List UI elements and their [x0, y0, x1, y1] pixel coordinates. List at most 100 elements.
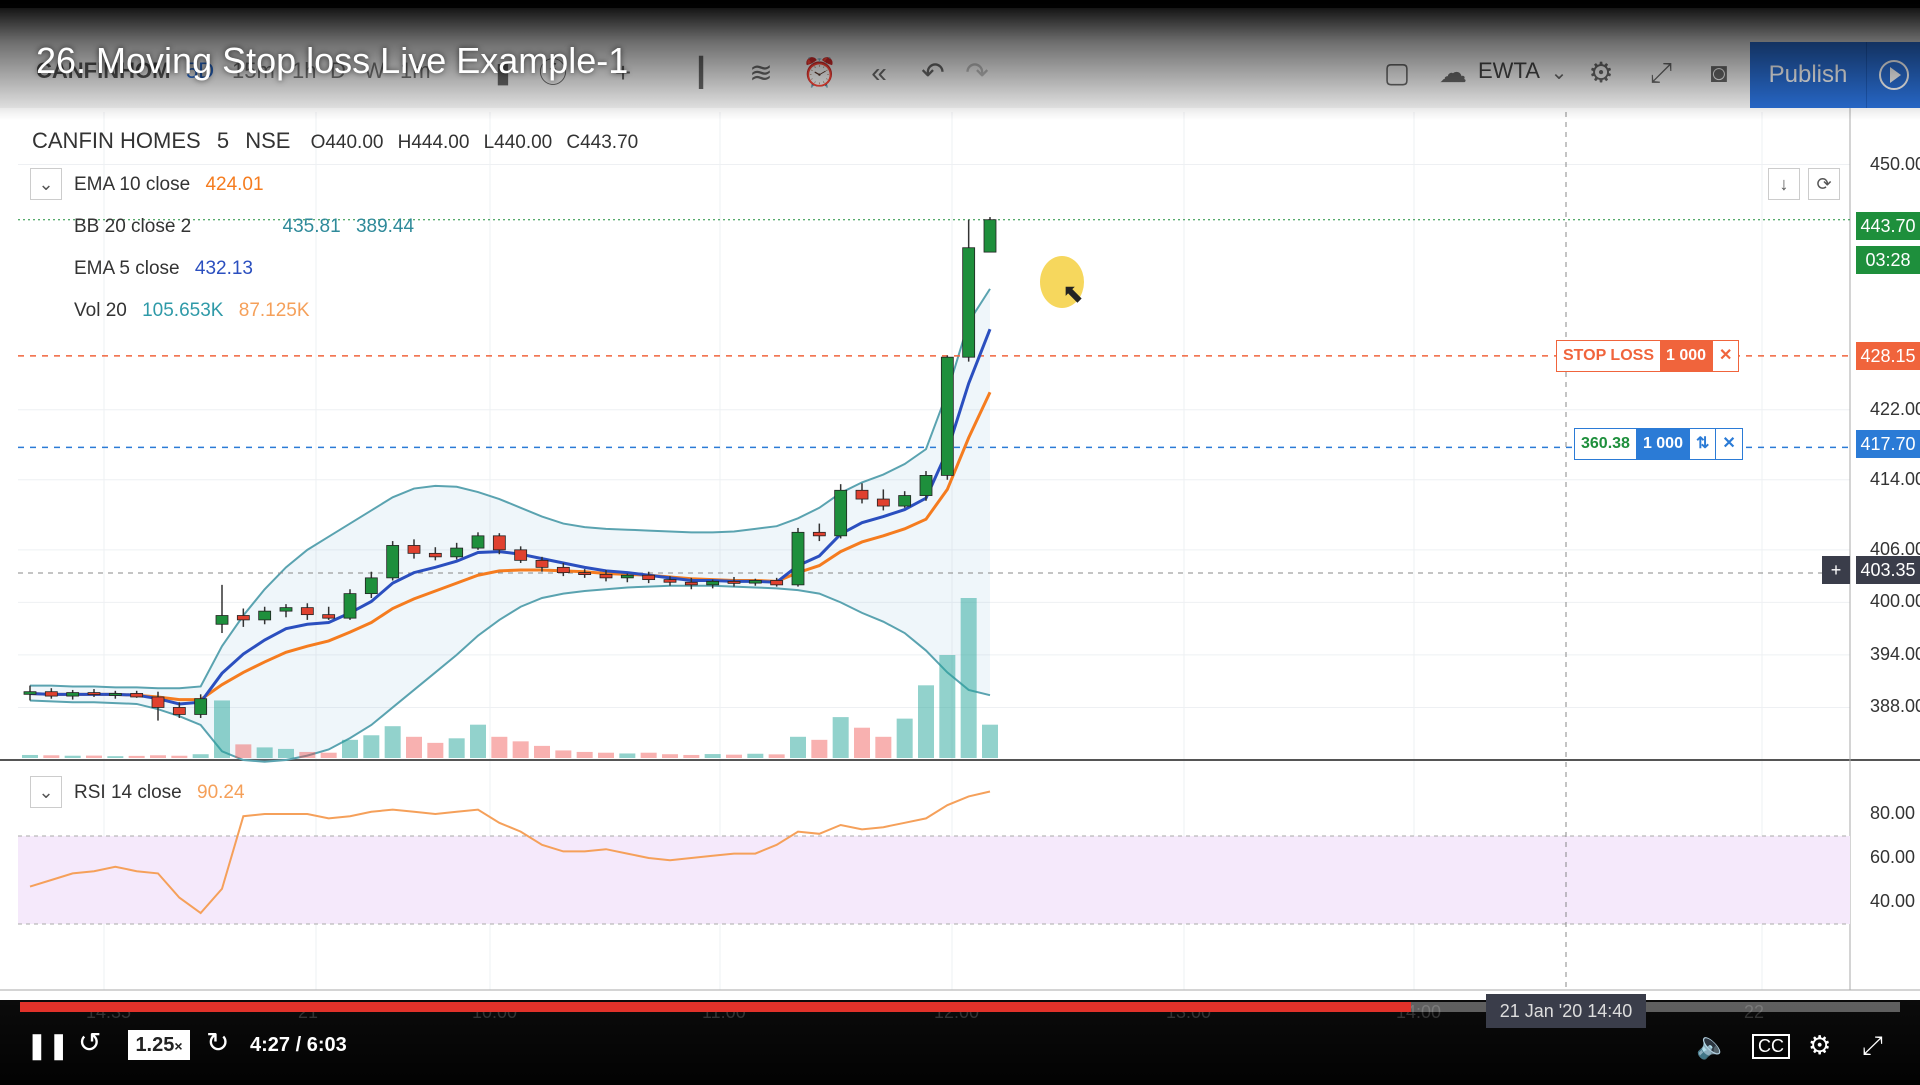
forward-icon[interactable]: ↻	[206, 1027, 230, 1058]
candle-body	[66, 692, 80, 697]
volume-bar	[811, 739, 828, 758]
stop-loss-qty: 1 000	[1660, 341, 1713, 371]
candle-body	[642, 574, 656, 581]
mouse-pointer-icon: ⬉	[1062, 278, 1084, 308]
collapse-legend-button[interactable]: ⌄	[30, 168, 62, 200]
volume-bar	[470, 724, 486, 758]
candle-body	[343, 593, 357, 619]
play-icon[interactable]	[1866, 42, 1920, 108]
progress-bar[interactable]	[20, 1002, 1900, 1012]
candle-body	[322, 614, 336, 619]
redo-icon[interactable]: ↷	[965, 57, 989, 88]
candle-body	[556, 566, 570, 574]
volume-bar	[86, 755, 102, 758]
rsi-tick-label: 40.00	[1870, 891, 1916, 911]
settings-icon[interactable]: ⚙	[1808, 1030, 1832, 1060]
candle-body	[471, 535, 485, 549]
rewind-icon[interactable]: ↺	[78, 1027, 102, 1058]
bb-upper-line	[30, 288, 991, 690]
bb-lower-line	[29, 584, 991, 763]
volume-bar	[982, 724, 998, 758]
entry-price-tag: 417.70	[1856, 430, 1920, 458]
candle-body	[87, 692, 101, 695]
volume-bar	[832, 717, 849, 758]
volume-icon[interactable]: 🔈	[1696, 1030, 1729, 1060]
volume-bar	[619, 753, 636, 758]
legend-vol-label: Vol 20	[74, 300, 127, 321]
publish-button[interactable]: Publish	[1750, 42, 1866, 108]
candle-body	[727, 580, 741, 584]
video-title: 26. Moving Stop loss Live Example-1	[36, 40, 629, 81]
close-icon[interactable]: ✕	[1712, 341, 1738, 371]
captions-icon[interactable]: CC	[1752, 1034, 1790, 1059]
fullscreen-icon[interactable]: ⤢	[1862, 1030, 1883, 1060]
undo-icon[interactable]: ↶	[921, 57, 945, 88]
legend-vol-value1: 105.653K	[142, 300, 224, 321]
candle-body	[876, 498, 890, 507]
position-pl: 360.38	[1575, 429, 1637, 459]
crosshair-price-tag: 403.35	[1856, 556, 1920, 584]
alert-icon[interactable]: ⏰	[802, 57, 837, 88]
candle-body	[748, 580, 762, 584]
rsi-band	[18, 836, 1850, 924]
legend-ema10-value: 424.01	[205, 174, 264, 195]
candle-body	[663, 579, 677, 583]
candle-body	[940, 356, 954, 476]
legend-symbol: CANFIN HOMES	[32, 128, 201, 153]
bar-chart-add-icon[interactable]: ┃	[692, 57, 710, 88]
candle-body	[514, 549, 528, 561]
price-tick-label: 394.00	[1870, 643, 1920, 664]
rsi-tick-label: 80.00	[1870, 803, 1916, 823]
candle-body	[258, 610, 272, 621]
legend-open: O440.00	[310, 132, 384, 153]
cursor-highlight	[1040, 256, 1084, 308]
playback-speed-button[interactable]: 1.25×	[128, 1030, 190, 1060]
stop-loss-order[interactable]: STOP LOSS 1 000 ✕	[1556, 340, 1740, 372]
time-tick-label: 22	[1744, 1002, 1765, 1022]
volume-bar	[747, 753, 764, 758]
pause-icon[interactable]: ❚❚	[26, 1030, 70, 1060]
replay-icon[interactable]: «	[871, 57, 887, 88]
stop-loss-price-tag: 428.15	[1856, 342, 1920, 370]
volume-bar	[214, 700, 230, 758]
gear-icon[interactable]: ⚙	[1588, 57, 1614, 88]
volume-bar	[299, 751, 316, 758]
volume-bar	[640, 752, 657, 758]
volume-bar	[64, 755, 81, 758]
expand-icon[interactable]: ⤢	[1649, 57, 1673, 88]
speed-suffix: ×	[174, 1038, 183, 1054]
legend-ema10-label: EMA 10 close	[74, 174, 191, 195]
collapse-rsi-button[interactable]: ⌄	[30, 776, 62, 808]
download-icon[interactable]: ↓	[1768, 168, 1800, 200]
close-position-icon[interactable]: ✕	[1715, 429, 1741, 459]
plus-icon[interactable]: +	[1822, 556, 1850, 584]
position-order[interactable]: 360.38 1 000 ⇅ ✕	[1574, 428, 1743, 460]
camera-icon[interactable]: ◙	[1710, 57, 1728, 88]
legend-header: CANFIN HOMES 5 NSE O440.00 H444.00 L440.…	[32, 128, 638, 154]
volume-bar	[491, 736, 508, 758]
volume-bar	[875, 736, 892, 758]
legend-bb: BB 20 close 2 435.81 389.44	[74, 216, 414, 238]
play-icon-svg	[1879, 60, 1909, 90]
legend-ema5: EMA 5 close 432.13	[74, 258, 253, 280]
volume-bar	[918, 685, 934, 758]
candle-body	[706, 580, 720, 586]
legend-bb-lower: 389.44	[355, 216, 415, 237]
volume-bar	[22, 754, 38, 758]
templates-icon[interactable]: ≋	[749, 57, 773, 88]
chevron-down-icon[interactable]: ⌄	[1550, 62, 1568, 84]
refresh-icon[interactable]: ⟳	[1808, 168, 1840, 200]
fullscreen-box-icon[interactable]: ▢	[1383, 57, 1411, 88]
candle-body	[300, 607, 314, 616]
volume-bar	[43, 755, 60, 758]
layout-name[interactable]: EWTA	[1478, 58, 1540, 83]
price-tick-label: 422.00	[1870, 398, 1920, 419]
reverse-icon[interactable]: ⇅	[1688, 429, 1715, 459]
legend-rsi-value: 90.24	[197, 782, 245, 803]
volume-bar	[342, 739, 358, 758]
rsi-line	[29, 790, 991, 915]
candle-body	[983, 219, 997, 253]
volume-bar	[576, 751, 593, 758]
